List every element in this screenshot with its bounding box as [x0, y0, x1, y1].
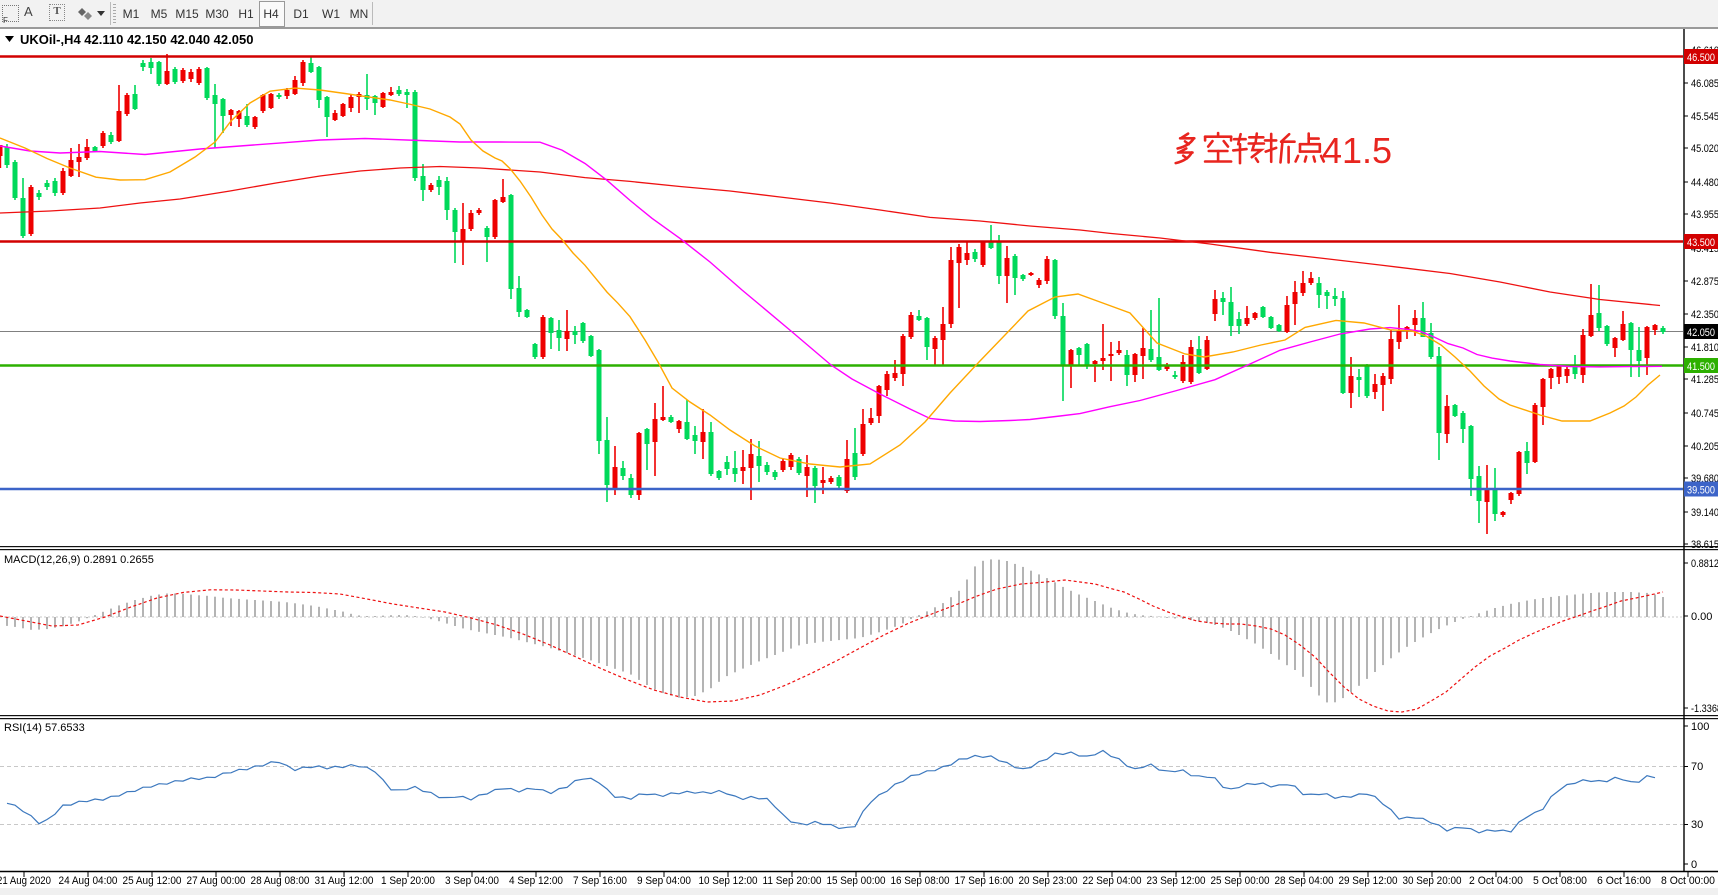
- svg-text:41.810: 41.810: [1691, 342, 1718, 354]
- svg-text:1 Sep 20:00: 1 Sep 20:00: [381, 875, 435, 887]
- svg-text:RSI(14) 57.6533: RSI(14) 57.6533: [4, 722, 85, 734]
- svg-text:23 Sep 12:00: 23 Sep 12:00: [1147, 875, 1206, 887]
- svg-text:45.545: 45.545: [1691, 111, 1718, 123]
- svg-text:20 Sep 23:00: 20 Sep 23:00: [1019, 875, 1078, 887]
- svg-text:2 Oct 04:00: 2 Oct 04:00: [1469, 875, 1523, 887]
- svg-text:0.8812: 0.8812: [1691, 558, 1718, 570]
- svg-text:10 Sep 12:00: 10 Sep 12:00: [699, 875, 758, 887]
- svg-text:9 Sep 04:00: 9 Sep 04:00: [637, 875, 691, 887]
- svg-text:41.5: 41.5: [1322, 130, 1392, 171]
- svg-text:43.500: 43.500: [1687, 237, 1715, 249]
- svg-text:3 Sep 04:00: 3 Sep 04:00: [445, 875, 499, 887]
- svg-text:24 Aug 04:00: 24 Aug 04:00: [59, 875, 118, 887]
- svg-text:44.480: 44.480: [1691, 177, 1718, 189]
- svg-text:15 Sep 00:00: 15 Sep 00:00: [827, 875, 886, 887]
- svg-text:-1.3368: -1.3368: [1691, 703, 1718, 715]
- svg-text:7 Sep 16:00: 7 Sep 16:00: [573, 875, 627, 887]
- svg-text:22 Sep 04:00: 22 Sep 04:00: [1083, 875, 1142, 887]
- svg-text:42.875: 42.875: [1691, 276, 1718, 288]
- svg-text:46.500: 46.500: [1687, 52, 1715, 64]
- svg-text:38.615: 38.615: [1691, 539, 1718, 551]
- svg-text:39.500: 39.500: [1687, 485, 1715, 497]
- svg-text:28 Sep 04:00: 28 Sep 04:00: [1275, 875, 1334, 887]
- svg-text:41.285: 41.285: [1691, 374, 1718, 386]
- svg-text:MACD(12,26,9) 0.2891 0.2655: MACD(12,26,9) 0.2891 0.2655: [4, 554, 154, 566]
- svg-text:25 Sep 00:00: 25 Sep 00:00: [1211, 875, 1270, 887]
- svg-text:45.020: 45.020: [1691, 143, 1718, 155]
- svg-text:42.350: 42.350: [1691, 309, 1718, 321]
- svg-text:30: 30: [1691, 819, 1703, 831]
- svg-text:30 Sep 20:00: 30 Sep 20:00: [1403, 875, 1462, 887]
- svg-text:6 Oct 16:00: 6 Oct 16:00: [1597, 875, 1651, 887]
- svg-text:16 Sep 08:00: 16 Sep 08:00: [891, 875, 950, 887]
- svg-text:0: 0: [1691, 859, 1697, 871]
- svg-text:39.140: 39.140: [1691, 507, 1718, 519]
- svg-text:4 Sep 12:00: 4 Sep 12:00: [509, 875, 563, 887]
- svg-text:28 Aug 08:00: 28 Aug 08:00: [251, 875, 310, 887]
- svg-text:41.500: 41.500: [1687, 361, 1715, 373]
- svg-text:100: 100: [1691, 721, 1709, 733]
- svg-text:17 Sep 16:00: 17 Sep 16:00: [955, 875, 1014, 887]
- svg-text:UKOil-,H4 42.110 42.150 42.04: UKOil-,H4 42.110 42.150 42.040 42.050: [20, 32, 253, 47]
- svg-text:70: 70: [1691, 761, 1703, 773]
- svg-text:31 Aug 12:00: 31 Aug 12:00: [315, 875, 374, 887]
- svg-text:42.050: 42.050: [1687, 327, 1715, 339]
- svg-text:46.085: 46.085: [1691, 78, 1718, 90]
- svg-text:40.745: 40.745: [1691, 408, 1718, 420]
- svg-text:40.205: 40.205: [1691, 441, 1718, 453]
- svg-text:5 Oct 08:00: 5 Oct 08:00: [1533, 875, 1587, 887]
- svg-text:8 Oct 00:00: 8 Oct 00:00: [1661, 875, 1715, 887]
- svg-text:0.00: 0.00: [1691, 611, 1712, 623]
- svg-text:29 Sep 12:00: 29 Sep 12:00: [1339, 875, 1398, 887]
- svg-text:43.955: 43.955: [1691, 209, 1718, 221]
- svg-text:25 Aug 12:00: 25 Aug 12:00: [123, 875, 182, 887]
- svg-text:21 Aug 2020: 21 Aug 2020: [0, 875, 51, 887]
- svg-text:27 Aug 00:00: 27 Aug 00:00: [187, 875, 246, 887]
- svg-text:11 Sep 20:00: 11 Sep 20:00: [763, 875, 822, 887]
